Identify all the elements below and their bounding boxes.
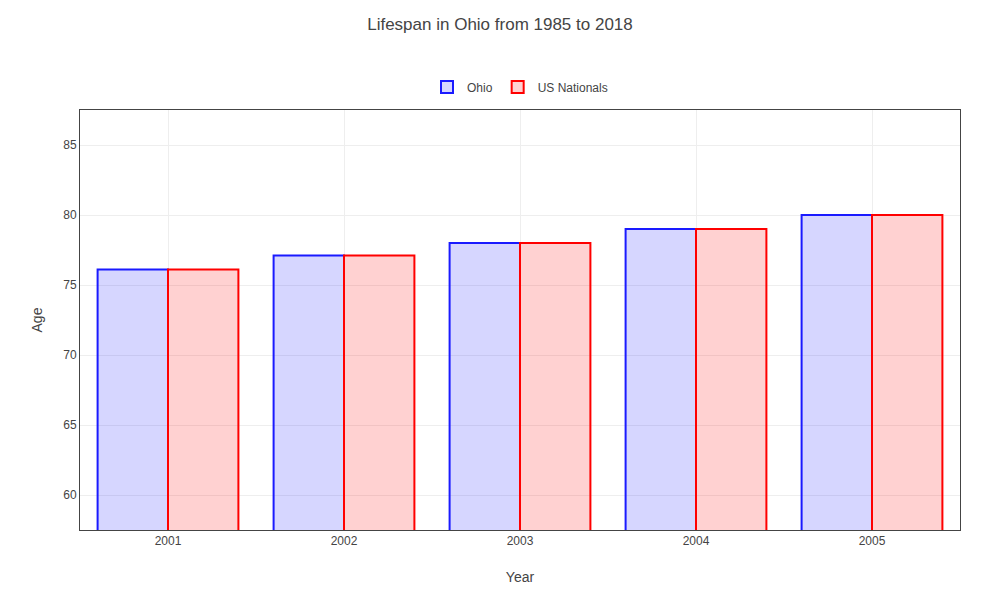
svg-text:Ohio: Ohio — [467, 81, 493, 95]
svg-text:US Nationals: US Nationals — [538, 81, 608, 95]
svg-text:65: 65 — [63, 418, 77, 432]
svg-text:60: 60 — [63, 488, 77, 502]
svg-text:2001: 2001 — [155, 534, 182, 548]
svg-text:2005: 2005 — [859, 534, 886, 548]
svg-text:Year: Year — [506, 569, 535, 585]
svg-text:80: 80 — [63, 208, 77, 222]
svg-text:2004: 2004 — [683, 534, 710, 548]
svg-text:75: 75 — [63, 278, 77, 292]
svg-text:Lifespan in Ohio from 1985 to: Lifespan in Ohio from 1985 to 2018 — [367, 15, 633, 34]
svg-text:85: 85 — [63, 138, 77, 152]
svg-text:70: 70 — [63, 348, 77, 362]
svg-text:Age: Age — [29, 307, 45, 332]
svg-text:2002: 2002 — [331, 534, 358, 548]
svg-text:2003: 2003 — [507, 534, 534, 548]
